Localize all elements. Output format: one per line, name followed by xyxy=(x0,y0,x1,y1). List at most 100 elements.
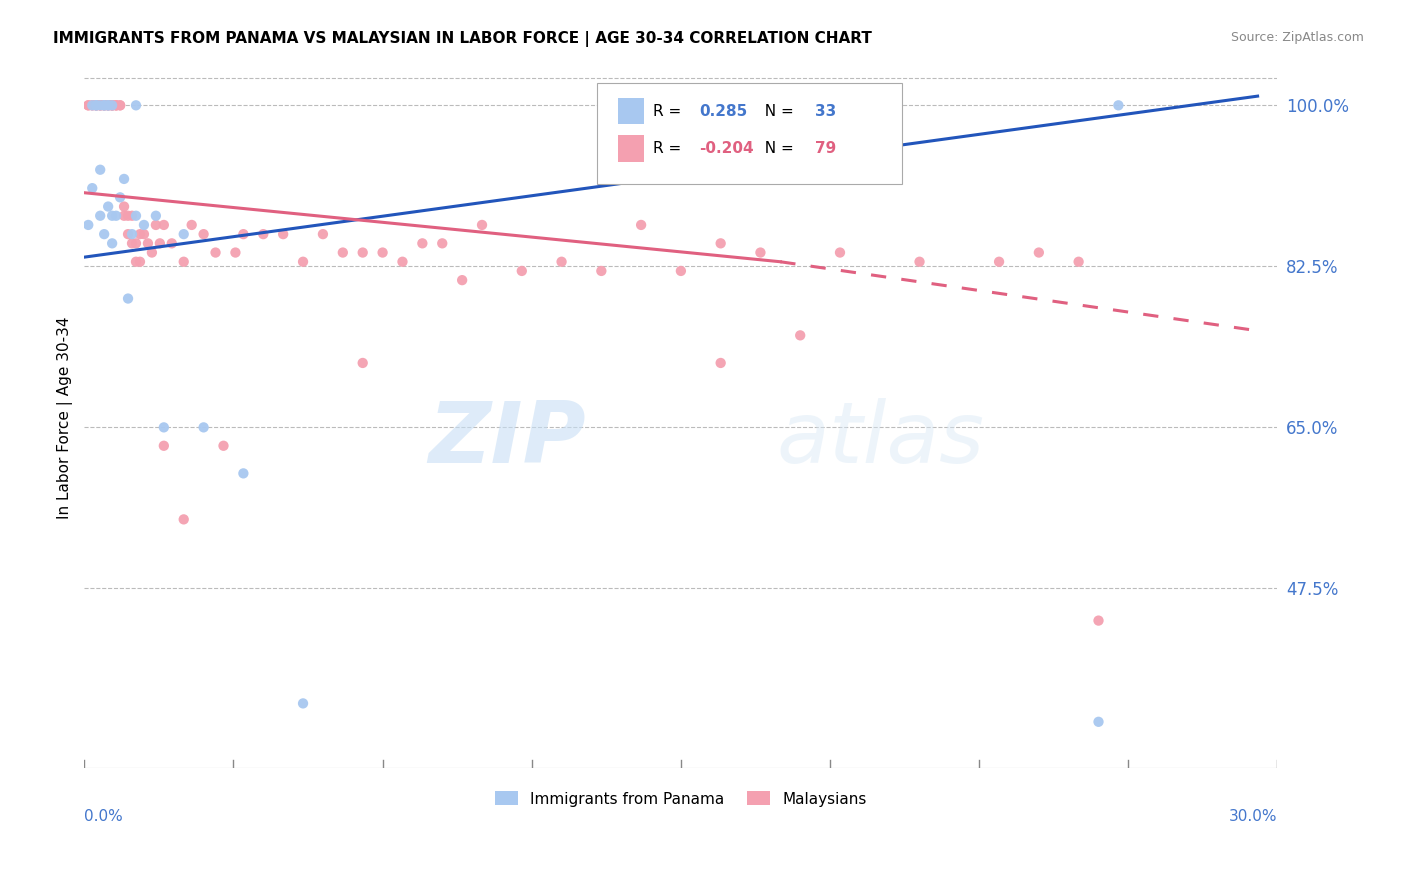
Point xyxy=(112,200,135,214)
Point xyxy=(101,98,124,112)
Point xyxy=(312,227,335,241)
Point xyxy=(117,227,139,241)
Point xyxy=(101,98,124,112)
Point xyxy=(121,209,143,223)
Point xyxy=(77,98,100,112)
Point xyxy=(193,420,215,434)
Point xyxy=(224,245,246,260)
Text: N =: N = xyxy=(755,141,799,156)
Point xyxy=(669,264,692,278)
Text: Source: ZipAtlas.com: Source: ZipAtlas.com xyxy=(1230,31,1364,45)
Point xyxy=(89,209,111,223)
Point xyxy=(908,254,931,268)
Point xyxy=(101,236,124,251)
Point xyxy=(292,254,315,268)
Point xyxy=(749,245,772,260)
Point xyxy=(160,236,183,251)
Point xyxy=(105,98,128,112)
Point xyxy=(101,98,124,112)
Point xyxy=(125,254,148,268)
Text: R =: R = xyxy=(654,103,686,119)
Point xyxy=(112,209,135,223)
Point xyxy=(391,254,413,268)
Point xyxy=(1087,614,1109,628)
Point xyxy=(97,98,120,112)
Point xyxy=(82,98,104,112)
Point xyxy=(129,254,152,268)
Point xyxy=(789,328,811,343)
Point xyxy=(432,236,454,251)
Point xyxy=(125,98,148,112)
Point xyxy=(117,209,139,223)
Point xyxy=(1028,245,1050,260)
FancyBboxPatch shape xyxy=(598,82,901,184)
Text: 30.0%: 30.0% xyxy=(1229,809,1278,824)
Point xyxy=(232,467,254,481)
Point xyxy=(89,162,111,177)
Point xyxy=(121,236,143,251)
Point xyxy=(1087,714,1109,729)
Point xyxy=(89,98,111,112)
Legend: Immigrants from Panama, Malaysians: Immigrants from Panama, Malaysians xyxy=(489,785,873,813)
Point xyxy=(105,98,128,112)
Point xyxy=(101,98,124,112)
Point xyxy=(180,218,202,232)
Point xyxy=(93,98,115,112)
Point xyxy=(212,439,235,453)
Point xyxy=(232,227,254,241)
Point xyxy=(132,227,155,241)
Point xyxy=(77,218,100,232)
Point xyxy=(108,98,131,112)
Point xyxy=(97,98,120,112)
Point xyxy=(271,227,294,241)
Text: 79: 79 xyxy=(814,141,835,156)
Point xyxy=(136,236,159,251)
Text: 0.285: 0.285 xyxy=(699,103,747,119)
Point xyxy=(145,209,167,223)
Point xyxy=(510,264,533,278)
Point xyxy=(153,439,176,453)
Point xyxy=(97,98,120,112)
Point xyxy=(1067,254,1090,268)
Point xyxy=(204,245,226,260)
Point xyxy=(630,218,652,232)
Point xyxy=(710,236,733,251)
Point xyxy=(93,227,115,241)
Point xyxy=(112,172,135,186)
Text: 33: 33 xyxy=(814,103,835,119)
Point xyxy=(173,512,195,526)
Point xyxy=(332,245,354,260)
Point xyxy=(292,697,315,711)
Text: atlas: atlas xyxy=(776,398,984,481)
Point xyxy=(97,200,120,214)
Text: IMMIGRANTS FROM PANAMA VS MALAYSIAN IN LABOR FORCE | AGE 30-34 CORRELATION CHART: IMMIGRANTS FROM PANAMA VS MALAYSIAN IN L… xyxy=(53,31,872,47)
Point xyxy=(84,98,107,112)
Point xyxy=(988,254,1011,268)
Point xyxy=(93,98,115,112)
Text: ZIP: ZIP xyxy=(427,398,585,481)
Text: -0.204: -0.204 xyxy=(699,141,754,156)
Point xyxy=(129,227,152,241)
Y-axis label: In Labor Force | Age 30-34: In Labor Force | Age 30-34 xyxy=(58,317,73,519)
Point xyxy=(125,236,148,251)
Point xyxy=(105,209,128,223)
Point xyxy=(173,254,195,268)
Point xyxy=(93,98,115,112)
Point xyxy=(82,98,104,112)
Bar xyxy=(617,135,644,161)
Point xyxy=(97,98,120,112)
Point xyxy=(471,218,494,232)
Text: R =: R = xyxy=(654,141,686,156)
Point xyxy=(173,227,195,241)
Point xyxy=(451,273,474,287)
Point xyxy=(411,236,433,251)
Point xyxy=(89,98,111,112)
Point xyxy=(550,254,572,268)
Point xyxy=(352,356,374,370)
Point xyxy=(591,264,613,278)
Point xyxy=(84,98,107,112)
Point xyxy=(82,98,104,112)
Point xyxy=(93,98,115,112)
Point xyxy=(97,98,120,112)
Point xyxy=(121,227,143,241)
